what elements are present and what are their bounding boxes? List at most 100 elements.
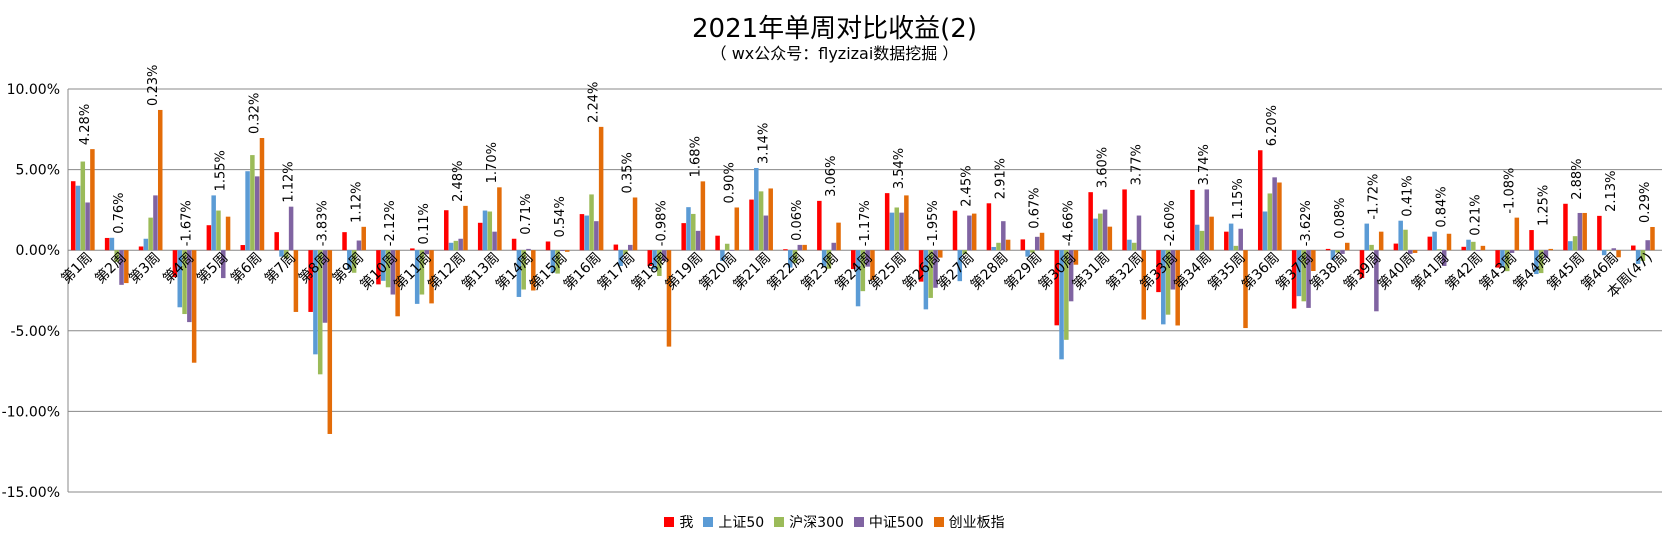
bar-上证50-第7周 — [279, 250, 284, 257]
bar-上证50-第33周 — [1161, 250, 1166, 325]
bar-我-第19周 — [681, 223, 686, 251]
bar-中证500-第23周 — [831, 242, 836, 251]
bar-我-第10周 — [376, 250, 381, 285]
bar-创业板指-第9周 — [361, 226, 366, 251]
bar-中证500-第25周 — [899, 212, 904, 251]
bar-我-第37周 — [1291, 250, 1297, 309]
bar-中证500-第19周 — [695, 230, 701, 251]
x-tick-label: 第14周 — [492, 249, 536, 293]
bar-沪深300-第2周 — [114, 250, 119, 262]
bar-沪深300-第14周 — [521, 250, 526, 290]
bar-上证50-第6周 — [245, 171, 250, 251]
bar-中证500-第41周 — [1441, 250, 1447, 266]
bar-上证50-第24周 — [855, 250, 861, 307]
bar-沪深300-第34周 — [1199, 230, 1205, 251]
bar-沪深300-第5周 — [216, 210, 221, 251]
data-label: -1.72% — [1367, 174, 1382, 220]
bar-上证50-第29周 — [1025, 250, 1030, 257]
x-tick-label: 第16周 — [560, 249, 604, 293]
bar-沪深300-第20周 — [724, 243, 730, 251]
bars — [70, 109, 1655, 434]
data-label: 4.28% — [78, 104, 93, 145]
data-label: 2.91% — [994, 158, 1009, 199]
bar-创业板指-第22周 — [802, 244, 807, 251]
data-label: 2.45% — [960, 165, 975, 206]
bar-我-第33周 — [1156, 250, 1161, 293]
bar-我-第38周 — [1325, 248, 1331, 251]
bar-沪深300-第10周 — [385, 250, 391, 288]
bar-中证500-第6周 — [254, 176, 260, 251]
bar-上证50-第40周 — [1398, 220, 1403, 251]
x-tick-label: 第13周 — [458, 249, 502, 293]
bar-沪深300-第37周 — [1301, 250, 1306, 302]
bar-上证50-第45周 — [1568, 241, 1573, 251]
legend-label: 创业板指 — [948, 515, 1005, 531]
bar-上证50-第15周 — [550, 250, 556, 273]
bar-中证500-第2周 — [119, 250, 124, 285]
data-label: -3.83% — [315, 200, 330, 246]
bar-中证500-第4周 — [187, 250, 192, 323]
bar-创业板指-第28周 — [1005, 239, 1011, 251]
bar-上证50-第3周 — [143, 238, 149, 251]
bar-上证50-第35周 — [1228, 223, 1234, 251]
bar-沪深300-第8周 — [317, 250, 323, 375]
bar-中证500-第18周 — [661, 250, 667, 262]
bar-沪深300-第4周 — [182, 250, 187, 315]
data-label: 1.25% — [1536, 185, 1551, 226]
bar-我-第34周 — [1190, 189, 1195, 251]
bar-沪深300-第3周 — [148, 217, 153, 251]
bar-我-第27周 — [952, 210, 958, 251]
bar-上证50-第30周 — [1059, 250, 1064, 360]
bar-上证50-第43周 — [1500, 250, 1505, 268]
bar-中证500-第46周 — [1611, 248, 1617, 251]
bar-我-第23周 — [817, 200, 822, 251]
bar-创业板指-第45周 — [1582, 212, 1587, 251]
data-label: 0.76% — [112, 192, 127, 233]
bar-我-第21周 — [749, 199, 754, 251]
bar-创业板指-第25周 — [904, 195, 909, 251]
bar-创业板指-第14周 — [531, 250, 536, 291]
bar-中证500-第38周 — [1340, 250, 1345, 254]
bar-上证50-第22周 — [787, 250, 793, 268]
legend-item: 沪深300 — [774, 512, 844, 532]
data-label: 0.29% — [1638, 182, 1653, 223]
legend-label: 沪深300 — [789, 515, 844, 531]
bar-我-第4周 — [172, 250, 178, 278]
legend-label: 我 — [679, 515, 694, 531]
bar-创业板指-第27周 — [971, 213, 977, 251]
bar-中证500-第32周 — [1136, 215, 1142, 251]
bar-上证50-第39周 — [1364, 223, 1370, 251]
bar-沪深300-第45周 — [1572, 236, 1578, 251]
bar-沪深300-第17周 — [623, 250, 628, 255]
bar-沪深300-第18周 — [657, 250, 662, 276]
bar-沪深300-第12周 — [453, 240, 459, 251]
bar-沪深300-第15周 — [555, 250, 560, 274]
x-tick-label: 第3周 — [125, 249, 163, 287]
bar-创业板指-第23周 — [836, 222, 841, 251]
legend-item: 我 — [664, 512, 693, 532]
bar-创业板指-第21周 — [768, 188, 773, 251]
bar-沪深300-第19周 — [691, 213, 696, 251]
bar-中证500-第30周 — [1068, 250, 1074, 302]
bar-我-第35周 — [1224, 231, 1229, 251]
x-tick-label: 第6周 — [227, 249, 265, 287]
bar-中证500-第21周 — [763, 215, 769, 251]
x-tick-label: 第32周 — [1103, 249, 1147, 293]
bar-中证500-第42周 — [1475, 250, 1481, 251]
x-tick-label: 第22周 — [764, 249, 808, 293]
bar-创业板指-第42周 — [1480, 245, 1486, 251]
bar-上证50-第11周 — [414, 250, 420, 304]
bar-中证500-第37周 — [1306, 250, 1311, 308]
bar-创业板指-第2周 — [124, 250, 129, 284]
y-tick-label: 0.00% — [16, 243, 60, 259]
bar-创业板指-第3周 — [157, 109, 163, 251]
bar-中证500-第7周 — [288, 206, 294, 251]
bar-中证500-第27周 — [967, 215, 972, 251]
bar-沪深300-第7周 — [284, 250, 289, 259]
x-tick-label: 第40周 — [1374, 249, 1418, 293]
bar-沪深300-第25周 — [894, 207, 900, 251]
data-label: 0.23% — [146, 65, 161, 106]
bar-中证500-第26周 — [933, 250, 938, 288]
bar-中证500-第3周 — [153, 195, 158, 251]
bar-我-第6周 — [240, 245, 246, 251]
